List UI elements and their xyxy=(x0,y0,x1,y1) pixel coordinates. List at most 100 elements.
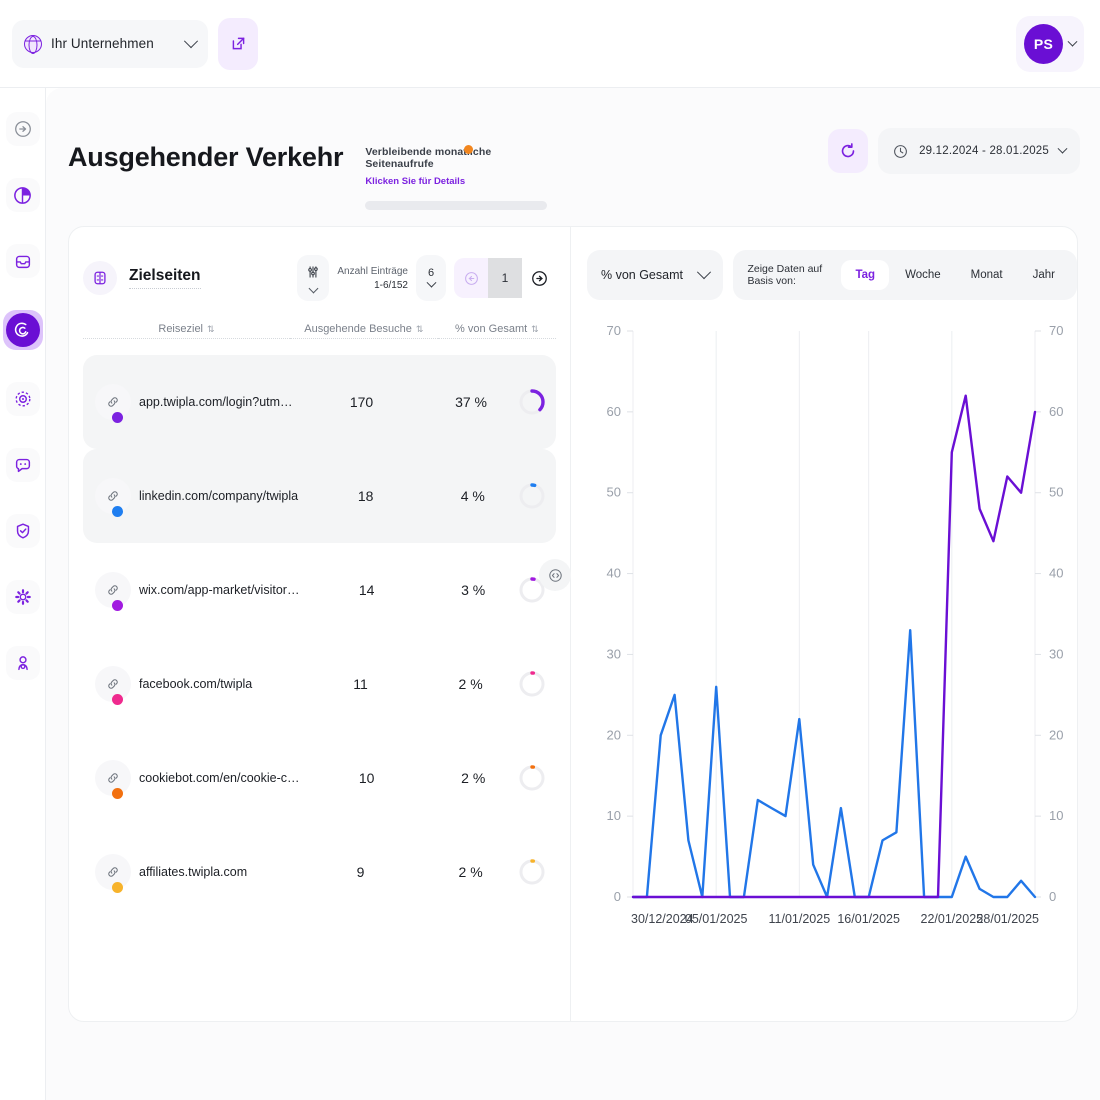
next-page-button[interactable] xyxy=(522,258,556,298)
svg-text:28/01/2025: 28/01/2025 xyxy=(976,912,1039,926)
granularity-switcher: Zeige Daten auf Basis von: Tag Woche Monat… xyxy=(733,250,1077,300)
percent-ring xyxy=(512,482,552,510)
column-header-percent[interactable]: % von Gesamt ⇅ xyxy=(437,323,556,339)
svg-text:20: 20 xyxy=(607,727,621,742)
granularity-option-woche[interactable]: Woche xyxy=(905,269,941,281)
collapse-panel-button[interactable] xyxy=(539,559,571,591)
link-icon xyxy=(95,854,131,893)
arrow-right-circle-icon xyxy=(531,270,547,286)
table-row[interactable]: app.twipla.com/login?utm… 170 37 % xyxy=(83,355,556,449)
sidebar-item-feedback[interactable] xyxy=(5,448,40,482)
site-selector[interactable]: Ihr Unternehmen xyxy=(12,19,208,68)
sidebar-item-privacy[interactable] xyxy=(5,514,40,548)
quota-details-link[interactable]: Klicken Sie für Details xyxy=(365,176,466,187)
sort-icon: ⇅ xyxy=(531,323,539,334)
sidebar-item-settings[interactable] xyxy=(5,580,40,614)
destination-label: cookiebot.com/en/cookie-c… xyxy=(139,771,300,785)
sidebar-item-overview[interactable] xyxy=(5,112,40,146)
series-color-dot xyxy=(112,600,123,611)
granularity-option-jahr[interactable]: Jahr xyxy=(1032,269,1055,281)
series-color-dot xyxy=(112,694,123,705)
link-icon xyxy=(95,384,131,423)
shield-check-icon xyxy=(16,523,29,539)
percent-ring xyxy=(513,764,552,792)
top-bar: Ihr Unternehmen PS xyxy=(0,0,1100,88)
series-color-dot xyxy=(112,882,123,893)
visits-value: 10 xyxy=(358,770,375,786)
date-range-picker[interactable]: 29.12.2024 - 28.01.2025 xyxy=(878,128,1080,174)
svg-text:60: 60 xyxy=(607,404,621,419)
svg-text:05/01/2025: 05/01/2025 xyxy=(685,912,748,926)
svg-text:10: 10 xyxy=(1049,808,1063,823)
column-label: Ausgehende Besuche xyxy=(304,323,412,335)
table-row[interactable]: cookiebot.com/en/cookie-c… 10 2 % xyxy=(83,731,556,825)
arrow-right-circle-icon xyxy=(14,121,31,137)
person-pin-icon xyxy=(17,656,28,671)
sidebar-item-traffic[interactable] xyxy=(2,310,43,350)
percent-value: 4 % xyxy=(460,488,485,504)
visits-value: 170 xyxy=(349,394,374,410)
row-destination: app.twipla.com/login?utm… xyxy=(87,384,293,423)
svg-text:70: 70 xyxy=(607,323,621,338)
svg-text:16/01/2025: 16/01/2025 xyxy=(837,912,900,926)
site-name: Ihr Unternehmen xyxy=(51,36,154,51)
sidebar-item-inbox[interactable] xyxy=(5,244,40,278)
metric-value: % von Gesamt xyxy=(601,268,683,282)
panels-container: Zielseiten xyxy=(68,226,1078,1022)
table-row[interactable]: linkedin.com/company/twipla 18 4 % xyxy=(83,449,556,543)
destination-label: wix.com/app-market/visitor… xyxy=(139,583,300,597)
sidebar xyxy=(0,88,46,1100)
page-header: Ausgehender Verkehr Verbleibende monatli… xyxy=(46,88,1100,218)
percent-value: 2 % xyxy=(458,676,483,692)
table-row[interactable]: affiliates.twipla.com 9 2 % xyxy=(83,825,556,919)
current-page[interactable]: 1 xyxy=(488,258,522,298)
row-destination: linkedin.com/company/twipla xyxy=(87,478,298,517)
svg-text:0: 0 xyxy=(1049,889,1056,904)
sort-icon: ⇅ xyxy=(207,323,215,334)
table-row[interactable]: facebook.com/twipla 11 2 % xyxy=(83,637,556,731)
destination-label: facebook.com/twipla xyxy=(139,677,253,691)
svg-text:30: 30 xyxy=(607,646,621,661)
column-label: % von Gesamt xyxy=(455,323,528,335)
svg-text:30: 30 xyxy=(1049,646,1063,661)
svg-text:50: 50 xyxy=(607,485,621,500)
svg-text:30/12/2024: 30/12/2024 xyxy=(631,912,694,926)
user-menu[interactable]: PS xyxy=(1016,16,1084,72)
chart-panel: % von Gesamt Zeige Daten auf Basis von: … xyxy=(539,227,1091,1021)
target-icon xyxy=(15,391,30,407)
svg-text:11/01/2025: 11/01/2025 xyxy=(769,912,831,926)
link-icon xyxy=(95,572,131,611)
column-header-visits[interactable]: Ausgehende Besuche ⇅ xyxy=(289,323,438,339)
filter-button[interactable] xyxy=(297,255,330,301)
page-size-select[interactable]: 6 xyxy=(416,255,446,301)
collapse-panel-icon xyxy=(548,568,562,582)
svg-text:10: 10 xyxy=(607,808,621,823)
sidebar-item-visitors[interactable] xyxy=(5,646,40,680)
globe-icon xyxy=(24,34,42,53)
destination-label: affiliates.twipla.com xyxy=(139,865,248,879)
chevron-down-icon xyxy=(1057,143,1068,154)
sidebar-item-goals[interactable] xyxy=(5,382,40,416)
prev-page-button[interactable] xyxy=(454,258,488,298)
visits-value: 9 xyxy=(356,864,365,880)
sort-icon: ⇅ xyxy=(415,323,424,334)
page-content: Ausgehender Verkehr Verbleibende monatli… xyxy=(46,88,1100,1100)
refresh-button[interactable] xyxy=(828,129,869,173)
visits-value: 14 xyxy=(358,582,375,598)
series-color-dot xyxy=(112,412,123,423)
sidebar-item-dashboard[interactable] xyxy=(5,178,40,212)
table-row[interactable]: wix.com/app-market/visitor… 14 3 % xyxy=(83,543,556,637)
pagination: 1 xyxy=(454,258,556,298)
quota-status-dot xyxy=(464,145,473,154)
page-size-value: 6 xyxy=(427,267,435,279)
metric-select[interactable]: % von Gesamt xyxy=(587,250,724,300)
column-header-destination[interactable]: Reiseziel ⇅ xyxy=(83,323,290,339)
granularity-label: Zeige Daten auf Basis von: xyxy=(747,263,823,287)
chevron-down-icon xyxy=(1067,36,1078,47)
percent-ring xyxy=(511,858,552,886)
external-link-button[interactable] xyxy=(218,17,258,70)
percent-ring xyxy=(513,576,552,604)
granularity-option-tag[interactable]: Tag xyxy=(841,260,890,290)
granularity-option-monat[interactable]: Monat xyxy=(970,269,1003,281)
